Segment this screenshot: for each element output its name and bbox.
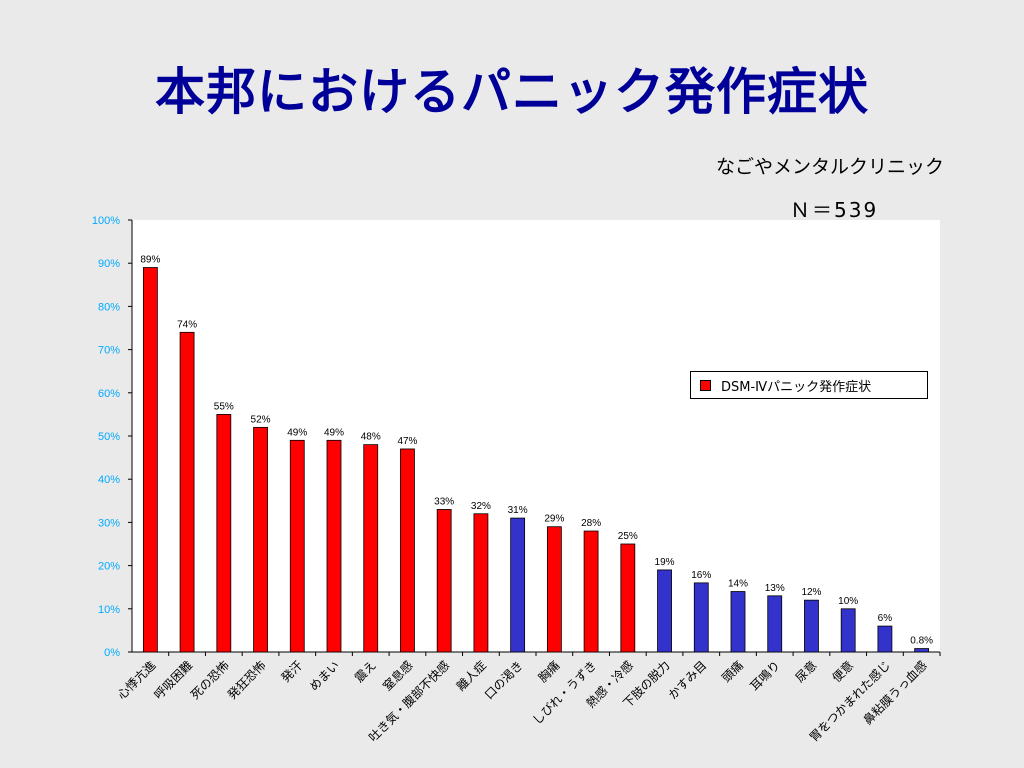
bar	[142, 267, 158, 653]
legend-swatch	[700, 379, 711, 391]
y-tick-label: 100%	[92, 215, 120, 227]
bar	[804, 599, 819, 653]
bar-value-label: 48%	[361, 432, 381, 443]
category-label: 便意	[829, 658, 857, 686]
category-label: 頭痛	[719, 658, 747, 686]
bar	[914, 648, 930, 653]
bar-value-label: 13%	[765, 583, 785, 594]
bar-value-label: 74%	[177, 319, 197, 330]
bar	[216, 413, 232, 653]
y-tick-label: 90%	[98, 258, 120, 270]
bar-value-label: 49%	[287, 427, 307, 438]
bar-value-label: 32%	[471, 501, 491, 512]
bar-value-label: 49%	[324, 427, 344, 438]
category-label: 死の恐怖	[187, 658, 232, 703]
bar	[767, 595, 783, 653]
legend-label: DSM-Ⅳパニック発作症状	[721, 379, 872, 395]
bar	[693, 582, 709, 653]
y-tick-label: 40%	[98, 474, 120, 486]
legend: DSM-Ⅳパニック発作症状	[690, 371, 928, 399]
bar	[840, 608, 856, 653]
bar-value-label: 52%	[251, 414, 271, 425]
bar	[326, 439, 342, 653]
bar-value-label: 47%	[397, 436, 417, 447]
source-label: なごやメンタルクリニック	[716, 156, 945, 178]
bar	[510, 517, 526, 653]
category-label: 心悸亢進	[114, 658, 159, 703]
category-label: 耳鳴り	[747, 658, 782, 693]
category-label: 鼻粘膜うっ血感	[860, 658, 930, 728]
bar-value-label: 31%	[508, 505, 528, 516]
bar-value-label: 14%	[728, 579, 748, 590]
bar-value-label: 28%	[581, 518, 601, 529]
bar-value-label: 33%	[434, 496, 454, 507]
category-label: 発汗	[279, 658, 306, 685]
bar-value-label: 25%	[618, 531, 638, 542]
bar	[436, 509, 452, 653]
bar	[400, 448, 415, 653]
y-tick-label: 60%	[98, 388, 120, 400]
bar	[179, 331, 195, 653]
bar-value-label: 19%	[655, 557, 675, 568]
y-tick-label: 0%	[104, 647, 120, 659]
y-tick-label: 50%	[98, 431, 120, 443]
category-label: 発狂恐怖	[224, 658, 269, 703]
bar	[289, 439, 305, 653]
category-label: かすみ目	[666, 658, 710, 702]
category-label: 尿意	[792, 658, 820, 686]
category-label: 口の渇き	[482, 658, 526, 702]
bar	[253, 426, 268, 653]
bar	[877, 625, 893, 653]
bar-value-label: 55%	[214, 401, 234, 412]
bar	[473, 513, 489, 653]
category-label: しびれ・うずき	[530, 658, 599, 727]
category-label: 呼吸困難	[151, 658, 196, 703]
bar	[620, 543, 636, 653]
bar-value-label: 16%	[691, 570, 711, 581]
category-label: 離人症	[453, 658, 489, 694]
bar	[730, 591, 746, 653]
bar	[657, 569, 672, 653]
category-label: 窒息感	[380, 658, 416, 694]
bars: 89% 74% 55% 52% 49% 49% 48% 47% 33% 32% 31% 29% 28% 2…	[140, 255, 933, 653]
page-title: 本邦におけるパニック発作症状	[155, 63, 869, 121]
bar-value-label: 10%	[838, 596, 858, 607]
sample-size-label: Ｎ＝539	[790, 198, 879, 222]
y-tick-label: 20%	[98, 561, 120, 573]
y-tick-label: 30%	[98, 517, 120, 529]
category-label: 震え	[352, 658, 379, 685]
y-tick-label: 80%	[98, 301, 120, 313]
bar	[546, 526, 562, 653]
category-label: めまい	[307, 658, 342, 693]
bar-value-label: 12%	[801, 587, 821, 598]
bar-value-label: 0.8%	[910, 636, 933, 647]
bar	[363, 444, 379, 653]
bar-value-label: 89%	[140, 255, 160, 266]
category-label: 胸痛	[535, 658, 563, 686]
bar	[583, 530, 599, 653]
y-tick-label: 10%	[98, 604, 120, 616]
bar-value-label: 6%	[878, 613, 893, 624]
y-tick-label: 70%	[98, 345, 120, 357]
bar-value-label: 29%	[544, 514, 564, 525]
